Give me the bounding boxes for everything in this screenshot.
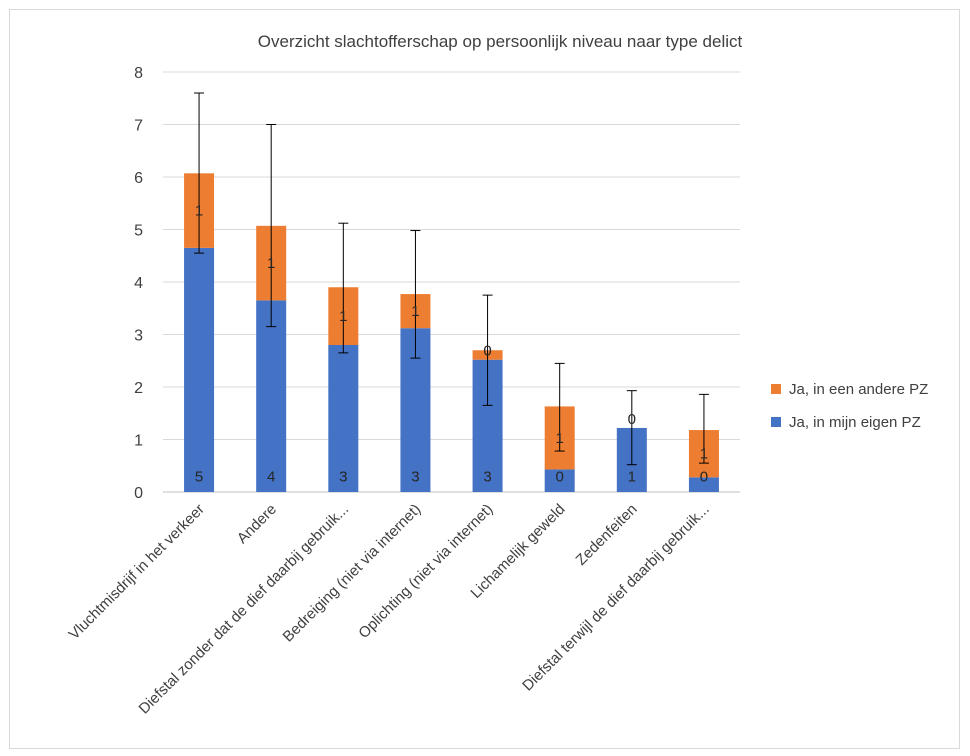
data-label: 3 [411, 468, 419, 485]
bar-segment [184, 247, 215, 492]
data-label: 3 [483, 468, 491, 485]
legend-label: Ja, in mijn eigen PZ [789, 414, 921, 431]
x-category-label: Andere [234, 501, 280, 547]
data-label: 4 [267, 468, 275, 485]
error-bars [194, 92, 709, 466]
legend-swatch [771, 417, 781, 427]
y-tick-label: 1 [134, 433, 143, 450]
x-category-label: Bedreiging (niet via internet) [280, 501, 425, 646]
chart-title: Overzicht slachtofferschap op persoonlij… [258, 32, 743, 51]
data-label: 1 [267, 255, 275, 272]
data-label: 0 [483, 343, 491, 360]
y-axis-ticks: 0 1 2 3 4 5 6 7 8 [134, 65, 143, 502]
bar-segment [328, 345, 359, 492]
data-label: 5 [195, 468, 203, 485]
y-tick-label: 3 [134, 328, 143, 345]
bar-segment [256, 300, 287, 492]
y-tick-label: 4 [134, 275, 143, 292]
y-tick-label: 8 [134, 65, 143, 82]
x-category-label: Oplichting (niet via internet) [355, 501, 496, 642]
x-category-label: Vluchtmisdrijf in het verkeer [66, 501, 208, 643]
bars [184, 173, 719, 492]
y-tick-label: 7 [134, 118, 143, 135]
gridlines [163, 71, 740, 493]
bar-segment [544, 469, 575, 492]
legend-swatch [771, 384, 781, 394]
data-label: 1 [700, 446, 708, 463]
data-label: 1 [195, 203, 203, 220]
bar-segment [688, 477, 719, 492]
y-tick-label: 5 [134, 223, 143, 240]
data-label: 3 [339, 468, 347, 485]
data-label: 0 [628, 411, 636, 428]
x-category-label: Zedenfeiten [573, 501, 641, 569]
y-tick-label: 6 [134, 170, 143, 187]
legend: Ja, in een andere PZ Ja, in mijn eigen PZ [771, 381, 928, 431]
x-axis-categories: Vluchtmisdrijf in het verkeer AndereDiefs… [66, 501, 713, 718]
data-label: 1 [628, 468, 636, 485]
data-label: 0 [556, 468, 564, 485]
data-label: 0 [700, 468, 708, 485]
legend-label: Ja, in een andere PZ [789, 381, 928, 398]
data-label: 1 [556, 430, 564, 447]
data-label: 1 [339, 308, 347, 325]
y-tick-label: 2 [134, 380, 143, 397]
data-label: 1 [411, 303, 419, 320]
data-labels: 5 4 3 3 3 0 1 0 1 1 1 1 0 1 0 1 [195, 203, 708, 486]
y-tick-label: 0 [134, 485, 143, 502]
